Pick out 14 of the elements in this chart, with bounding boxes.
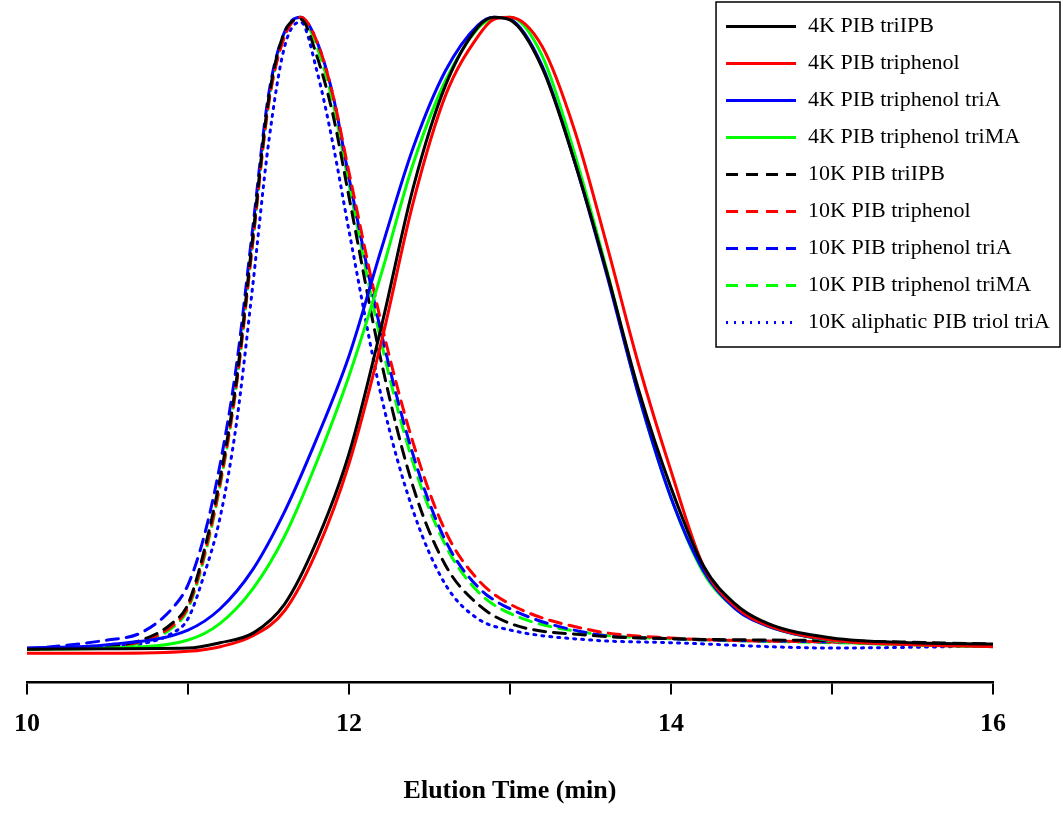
x-tick-label: 14 <box>658 707 684 737</box>
legend-label: 10K PIB triphenol triMA <box>808 271 1032 297</box>
legend-label: 4K PIB triphenol <box>808 49 960 75</box>
legend-label: 4K PIB triIPB <box>808 12 934 38</box>
legend-label: 4K PIB triphenol triMA <box>808 123 1021 149</box>
x-tick-label: 10 <box>14 707 40 737</box>
legend-label: 10K PIB triphenol <box>808 197 971 223</box>
legend-label: 4K PIB triphenol triA <box>808 86 1001 112</box>
x-tick-label: 12 <box>336 707 362 737</box>
x-tick-label: 16 <box>980 707 1006 737</box>
x-axis-title: Elution Time (min) <box>403 775 617 805</box>
legend-label: 10K PIB triIPB <box>808 160 945 186</box>
legend-label: 10K aliphatic PIB triol triA <box>808 308 1051 334</box>
legend-label: 10K PIB triphenol triA <box>808 234 1012 260</box>
